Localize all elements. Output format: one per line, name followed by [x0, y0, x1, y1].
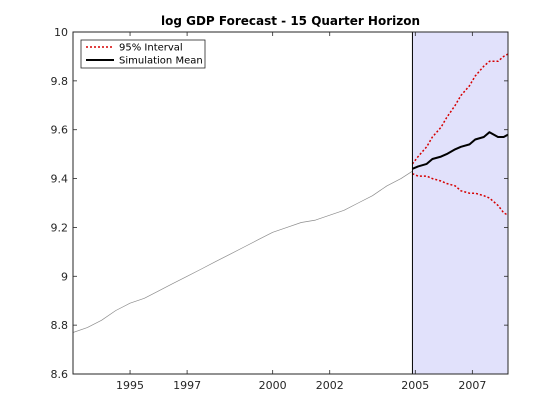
x-tick-label: 2007	[458, 379, 486, 392]
y-tick-label: 9.2	[51, 221, 69, 234]
legend: 95% Interval Simulation Mean	[80, 39, 206, 69]
x-tick-label: 1997	[173, 379, 201, 392]
y-tick-label: 8.6	[51, 368, 69, 381]
legend-label: 95% Interval	[119, 43, 183, 54]
x-tick-label: 2002	[316, 379, 344, 392]
legend-label: Simulation Mean	[119, 56, 203, 67]
plot-frame	[72, 31, 509, 375]
y-tick-label: 9.6	[51, 124, 69, 137]
chart-title: log GDP Forecast - 15 Quarter Horizon	[161, 14, 420, 28]
x-tick-label: 2005	[401, 379, 429, 392]
legend-items: 95% Interval Simulation Mean	[86, 43, 203, 67]
y-tick-label: 9.4	[51, 173, 69, 186]
y-tick-label: 10	[54, 26, 68, 39]
series-line-95-interval	[411, 53, 509, 165]
x-tick-label: 2000	[259, 379, 287, 392]
y-tick-label: 9.8	[51, 75, 69, 88]
series-line-simulation-mean	[412, 131, 509, 170]
ticks-layer: 8.6 8.8 9 9.2 9.4 9.6 9.8 10 1995 1997 2000 2002 200…	[51, 26, 508, 392]
series-line-history	[72, 170, 413, 333]
series-layer	[72, 53, 509, 333]
y-tick-label: 9	[61, 270, 68, 283]
forecast-region-shading	[412, 32, 508, 374]
x-tick-label: 1995	[116, 379, 144, 392]
legend-box	[80, 39, 206, 69]
y-tick-label: 8.8	[51, 319, 69, 332]
series-line-interval-lower	[412, 173, 509, 216]
